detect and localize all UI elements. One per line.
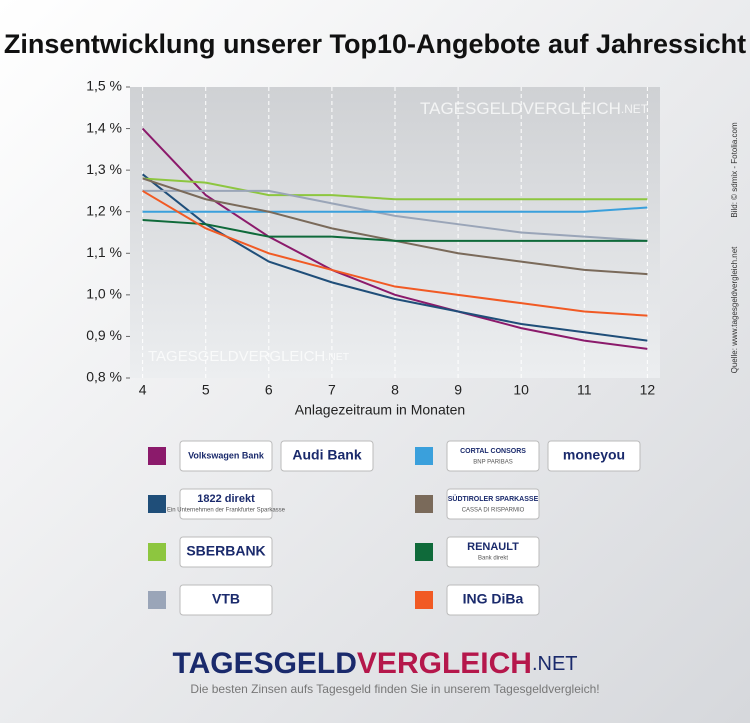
legend-label: Audi Bank [292, 447, 361, 463]
y-tick-label: 1,4 % [86, 119, 122, 135]
legend-label: Ein Unternehmen der Frankfurter Sparkass… [167, 508, 286, 514]
legend-label: 1822 direkt [197, 493, 255, 505]
x-tick-label: 8 [391, 382, 399, 398]
credit: Bild: © sdmix - Fotolia.com [730, 122, 739, 218]
legend-label: moneyou [563, 447, 625, 463]
legend-swatch [148, 447, 166, 465]
y-tick-label: 1,2 % [86, 202, 122, 218]
y-tick-label: 1,3 % [86, 161, 122, 177]
legend-logo-box [446, 488, 540, 520]
x-tick-label: 6 [265, 382, 273, 398]
x-tick-label: 7 [328, 382, 336, 398]
footer-brand: TAGESGELDVERGLEICH.NET [172, 647, 577, 680]
x-axis-label: Anlagezeitraum in Monaten [295, 402, 465, 418]
brand-part: VERGLEICH [357, 647, 532, 680]
series-line [142, 219, 648, 242]
legend-logo-box [280, 440, 374, 472]
series-line [142, 189, 648, 242]
legend-label: CORTAL CONSORS [460, 448, 526, 455]
x-tick-label: 5 [202, 382, 210, 398]
legend-logo-box [446, 584, 540, 616]
y-tick-label: 1,0 % [86, 286, 122, 302]
series-line [142, 206, 648, 213]
legend-swatch [148, 543, 166, 561]
legend-swatch [148, 495, 166, 513]
x-tick-label: 10 [513, 382, 529, 398]
footer-tagline: Die besten Zinsen aufs Tagesgeld finden … [190, 682, 599, 696]
y-tick-label: 0,9 % [86, 327, 122, 343]
watermark-part: .NET [621, 102, 648, 116]
legend-swatch [148, 591, 166, 609]
legend-label: CASSA DI RISPARMIO [462, 508, 525, 514]
legend-label: BNP PARIBAS [473, 460, 512, 466]
watermark-part: TAGESGELDVERGLEICH [420, 99, 621, 118]
legend-logo-box [179, 536, 273, 568]
watermark: TAGESGELDVERGLEICH.NET [148, 348, 350, 365]
legend-swatch [415, 447, 433, 465]
series-line [141, 127, 648, 350]
brand-part: .NET [532, 653, 578, 675]
legend-label: SÜDTIROLER SPARKASSE [448, 494, 539, 503]
legend-label: Volkswagen Bank [188, 450, 265, 460]
watermark-part: .NET [325, 351, 350, 363]
credit: Quelle: www.tagesgeldvergleich.net [730, 246, 739, 374]
series-line [142, 190, 648, 317]
legend-logo-box [446, 440, 540, 472]
y-tick-label: 1,1 % [86, 244, 122, 260]
x-tick-label: 11 [577, 382, 592, 398]
legend-swatch [415, 591, 433, 609]
legend-label: VTB [212, 591, 240, 607]
y-tick-label: 1,5 % [86, 78, 122, 94]
legend-label: Bank direkt [478, 556, 508, 562]
x-tick-label: 12 [640, 382, 656, 398]
x-tick-label: 4 [139, 382, 147, 398]
legend-logo-box [547, 440, 641, 472]
legend-logo-box [179, 488, 273, 520]
series-line [142, 177, 648, 201]
legend-label: RENAULT [467, 541, 519, 553]
chart-title: Zinsentwicklung unserer Top10-Angebote a… [4, 29, 746, 59]
watermark-part: TAGESGELDVERGLEICH [148, 348, 325, 365]
legend-label: ING DiBa [463, 591, 524, 607]
x-tick-label: 9 [454, 382, 462, 398]
brand-part: TAGESGELD [172, 647, 356, 680]
legend-logo-box [179, 440, 273, 472]
legend-swatch [415, 495, 433, 513]
legend-swatch [415, 543, 433, 561]
legend-logo-box [179, 584, 273, 616]
watermark: TAGESGELDVERGLEICH.NET [420, 99, 648, 118]
legend-label: SBERBANK [186, 543, 265, 559]
y-tick-label: 0,8 % [86, 369, 122, 385]
legend-logo-box [446, 536, 540, 568]
